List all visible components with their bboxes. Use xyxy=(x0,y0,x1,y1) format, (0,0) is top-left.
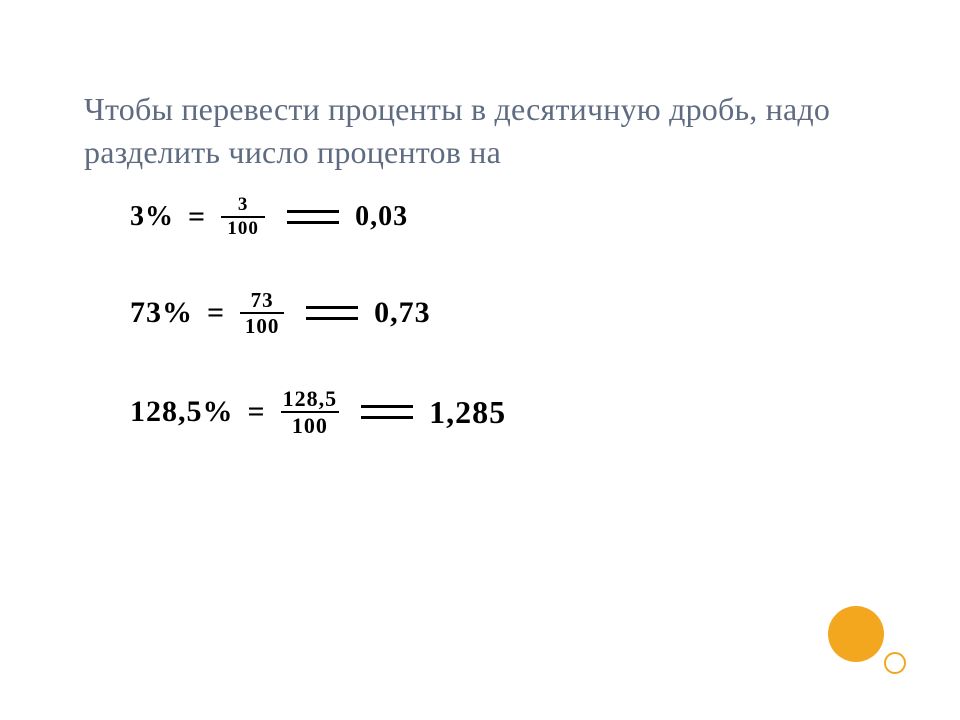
accent-dot-icon xyxy=(828,606,884,662)
equation-row: 3% = 3 100 0,03 xyxy=(130,194,770,240)
equation-lhs: 128,5% xyxy=(130,395,248,429)
equation-lhs: 73% xyxy=(130,296,207,330)
equation-result: 1,285 xyxy=(423,394,506,431)
equation-row: 128,5% = 128,5 100 1,285 xyxy=(130,386,770,438)
equation-lhs: 3% xyxy=(130,201,188,233)
slide-heading: Чтобы перевести проценты в десятичную др… xyxy=(84,88,890,174)
equation-row: 73% = 73 100 0,73 xyxy=(130,288,770,338)
equals-sign: = xyxy=(188,200,213,234)
fraction-numerator: 3 xyxy=(236,194,251,216)
fraction-denominator: 100 xyxy=(225,218,261,240)
fraction: 3 100 xyxy=(213,194,273,240)
equations-block: 3% = 3 100 0,03 73% = 73 100 0,73 xyxy=(130,194,770,486)
fraction-numerator: 128,5 xyxy=(281,386,340,411)
fraction-denominator: 100 xyxy=(290,413,330,438)
equals-sign-wide xyxy=(273,206,349,228)
fraction-numerator: 73 xyxy=(249,288,276,312)
equals-sign-wide xyxy=(347,401,423,423)
equation-result: 0,03 xyxy=(349,201,408,233)
equation-result: 0,73 xyxy=(368,296,431,330)
equals-sign: = xyxy=(207,296,232,330)
equals-sign: = xyxy=(248,395,273,429)
accent-ring-icon xyxy=(884,652,906,674)
equals-sign-wide xyxy=(292,302,368,324)
fraction-denominator: 100 xyxy=(243,314,282,338)
slide: Чтобы перевести проценты в десятичную др… xyxy=(0,0,960,720)
fraction: 128,5 100 xyxy=(273,386,348,438)
fraction: 73 100 xyxy=(232,288,292,338)
